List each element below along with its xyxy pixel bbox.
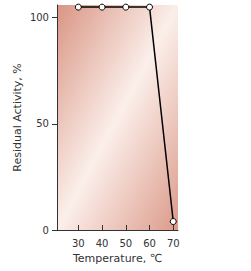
svg-text:30: 30: [72, 238, 85, 249]
svg-text:50: 50: [119, 238, 132, 249]
svg-text:40: 40: [96, 238, 109, 249]
svg-text:100: 100: [30, 12, 49, 23]
svg-text:50: 50: [36, 118, 49, 129]
svg-text:70: 70: [167, 238, 180, 249]
svg-text:60: 60: [143, 238, 156, 249]
svg-text:Temperature, ℃: Temperature, ℃: [72, 252, 162, 265]
svg-text:0: 0: [43, 225, 49, 236]
svg-text:Residual Activity, %: Residual Activity, %: [11, 63, 24, 172]
